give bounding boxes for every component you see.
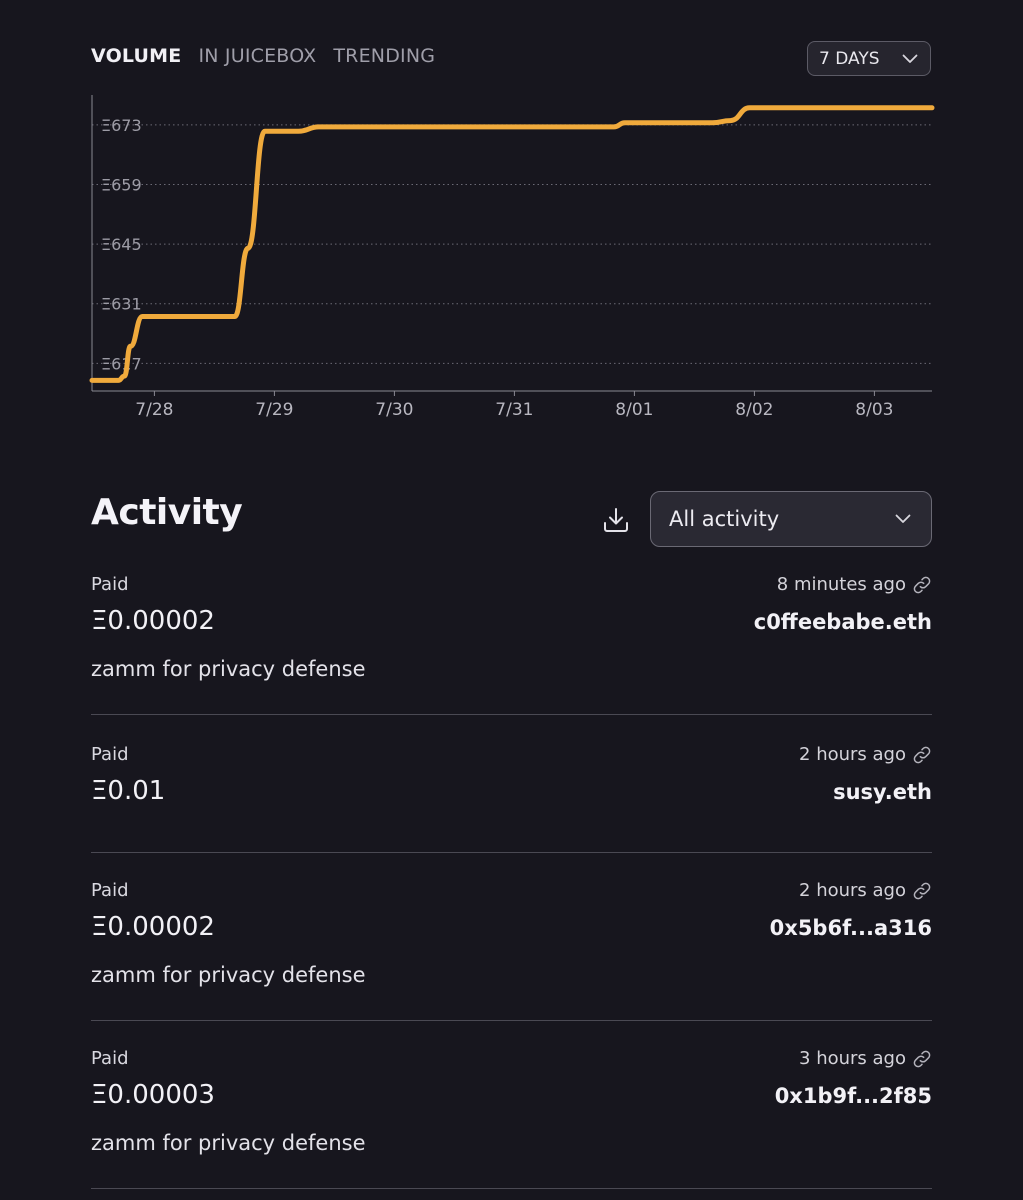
activity-time-label: 2 hours ago	[799, 880, 906, 901]
activity-type: Paid	[91, 1048, 129, 1069]
activity-amount: Ξ0.00003	[91, 1080, 215, 1110]
x-tick-label: 7/29	[255, 400, 293, 420]
x-tick-label: 8/01	[615, 400, 653, 420]
chart-tabs: VOLUME IN JUICEBOX TRENDING	[91, 45, 435, 67]
y-axis-ticks: Ξ617 Ξ631 Ξ645 Ξ659 Ξ673	[101, 116, 142, 374]
activity-type: Paid	[91, 880, 129, 901]
chart-series	[89, 105, 935, 383]
y-tick-label: Ξ645	[101, 235, 142, 254]
activity-time: 3 hours ago	[799, 1048, 932, 1069]
activity-item: Paid 3 hours ago Ξ0.00003 0x1b9f...2f85 …	[91, 1021, 932, 1189]
volume-line	[89, 105, 935, 383]
download-icon	[604, 508, 628, 532]
activity-memo: zamm for privacy defense	[91, 657, 366, 681]
activity-amount: Ξ0.00002	[91, 606, 215, 636]
x-axis-ticks: 7/28 7/29 7/30 7/31 8/01 8/02 8/03	[135, 391, 893, 420]
x-tick-label: 8/03	[855, 400, 893, 420]
activity-item: Paid 2 hours ago Ξ0.00002 0x5b6f...a316 …	[91, 853, 932, 1021]
chevron-down-icon	[902, 54, 918, 63]
tab-volume[interactable]: VOLUME	[91, 45, 182, 67]
activity-time-label: 2 hours ago	[799, 744, 906, 765]
link-icon[interactable]	[912, 745, 932, 765]
activity-time: 2 hours ago	[799, 744, 932, 765]
chevron-down-icon	[895, 514, 911, 523]
tab-in-juicebox[interactable]: IN JUICEBOX	[198, 45, 317, 67]
activity-address[interactable]: susy.eth	[833, 780, 932, 804]
activity-amount: Ξ0.00002	[91, 912, 215, 942]
time-range-value: 7 DAYS	[819, 48, 880, 69]
x-tick-label: 8/02	[735, 400, 773, 420]
activity-address[interactable]: 0x1b9f...2f85	[774, 1084, 932, 1108]
link-icon[interactable]	[912, 1049, 932, 1069]
activity-filter-value: All activity	[669, 507, 780, 531]
activity-memo: zamm for privacy defense	[91, 1131, 366, 1155]
activity-time: 8 minutes ago	[777, 574, 932, 595]
x-tick-label: 7/31	[495, 400, 533, 420]
activity-memo: zamm for privacy defense	[91, 963, 366, 987]
y-tick-label: Ξ673	[101, 116, 142, 135]
y-tick-label: Ξ631	[101, 295, 142, 314]
chart-grid	[92, 124, 932, 364]
tab-trending[interactable]: TRENDING	[333, 45, 436, 67]
activity-filter-select[interactable]: All activity	[650, 491, 932, 547]
activity-address[interactable]: c0ffeebabe.eth	[753, 610, 932, 634]
y-tick-label: Ξ617	[101, 354, 142, 373]
activity-type: Paid	[91, 744, 129, 765]
activity-time-label: 3 hours ago	[799, 1048, 906, 1069]
activity-amount: Ξ0.01	[91, 776, 166, 806]
activity-address[interactable]: 0x5b6f...a316	[769, 916, 932, 940]
y-tick-label: Ξ659	[101, 175, 142, 194]
x-tick-label: 7/30	[375, 400, 413, 420]
volume-chart: Ξ617 Ξ631 Ξ645 Ξ659 Ξ673 7/28 7/29 7/30 7/31 8/0…	[89, 95, 935, 420]
activity-title: Activity	[91, 492, 243, 533]
x-tick-label: 7/28	[135, 400, 173, 420]
chart-axes	[91, 95, 932, 392]
time-range-select[interactable]: 7 DAYS	[807, 41, 931, 76]
link-icon[interactable]	[912, 881, 932, 901]
link-icon[interactable]	[912, 575, 932, 595]
download-button[interactable]	[600, 504, 632, 536]
activity-time: 2 hours ago	[799, 880, 932, 901]
activity-item: Paid 8 minutes ago Ξ0.00002 c0ffeebabe.e…	[91, 560, 932, 715]
activity-list: Paid 8 minutes ago Ξ0.00002 c0ffeebabe.e…	[91, 560, 932, 1189]
activity-type: Paid	[91, 574, 129, 595]
activity-item: Paid 2 hours ago Ξ0.01 susy.eth	[91, 715, 932, 853]
activity-time-label: 8 minutes ago	[776, 574, 906, 595]
